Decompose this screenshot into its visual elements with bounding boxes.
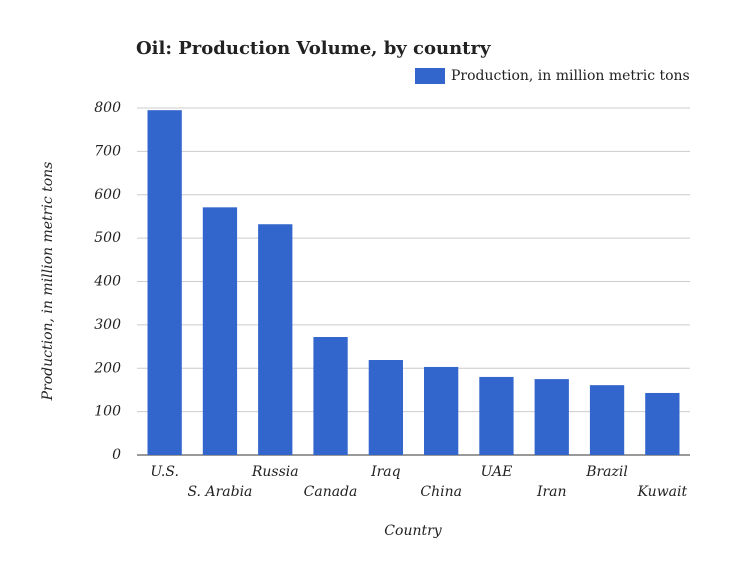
bar: [368, 360, 403, 455]
x-tick-label: UAE: [481, 464, 513, 480]
y-tick-label: 0: [112, 447, 121, 463]
y-tick-label: 800: [94, 100, 121, 116]
y-tick-label: 500: [94, 230, 121, 246]
x-tick-label: Canada: [304, 484, 358, 500]
legend-swatch: [415, 68, 445, 84]
bar: [147, 110, 182, 455]
x-tick-label: U.S.: [150, 464, 179, 480]
y-tick-label: 100: [94, 404, 121, 420]
bar: [202, 207, 238, 455]
y-axis-title: Production, in million metric tons: [40, 162, 56, 402]
bar: [589, 385, 625, 455]
x-axis-title: Country: [384, 523, 442, 539]
x-tick-label: Kuwait: [637, 484, 688, 500]
x-tick-label: China: [420, 484, 462, 500]
x-tick-label: Brazil: [585, 464, 628, 480]
bar: [424, 366, 459, 455]
bar: [534, 379, 569, 455]
bar: [479, 376, 514, 455]
x-tick-label: Iran: [536, 484, 567, 500]
x-tick-label: Iraq: [370, 464, 401, 480]
bar: [313, 337, 348, 455]
bar: [645, 392, 680, 455]
y-tick-label: 600: [94, 187, 121, 203]
y-tick-label: 700: [94, 143, 121, 159]
legend-label: Production, in million metric tons: [451, 68, 690, 84]
bar: [258, 224, 293, 455]
y-tick-label: 400: [93, 274, 121, 290]
x-tick-label: Russia: [251, 464, 299, 480]
chart-title: Oil: Production Volume, by country: [136, 38, 491, 59]
y-tick-label: 200: [93, 360, 121, 376]
y-tick-label: 300: [94, 317, 121, 333]
x-tick-label: S. Arabia: [187, 484, 252, 500]
